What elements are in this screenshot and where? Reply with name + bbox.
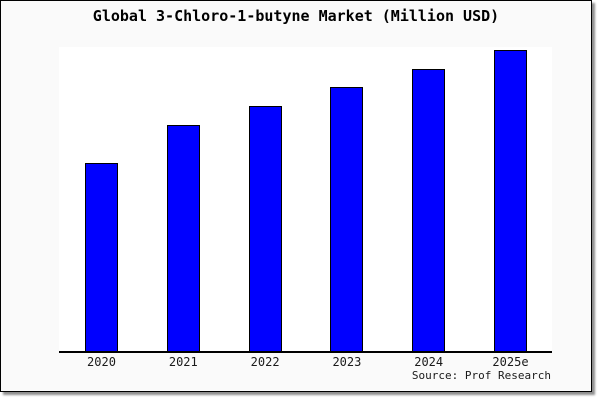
x-tick-2022: 2022 <box>250 355 280 369</box>
plot-area <box>59 47 552 353</box>
x-tick-2020: 2020 <box>87 355 116 369</box>
chart-frame: Global 3-Chloro-1-butyne Market (Million… <box>0 0 592 392</box>
x-axis-labels: 2020 2021 2022 2023 2024 2025e <box>59 355 552 369</box>
chart-title: Global 3-Chloro-1-butyne Market (Million… <box>92 7 500 25</box>
x-tick-2023: 2023 <box>332 355 362 369</box>
bar-2024 <box>412 69 446 351</box>
bar-2022 <box>248 106 282 351</box>
bar-2025e <box>493 50 527 351</box>
x-tick-2021: 2021 <box>168 355 198 369</box>
source-note: Source: Prof Research <box>411 369 551 382</box>
bar-2020 <box>85 163 118 351</box>
x-tick-2024: 2024 <box>414 355 444 369</box>
bar-2021 <box>166 125 200 351</box>
bar-2023 <box>330 87 364 351</box>
x-tick-2025e: 2025e <box>492 355 529 369</box>
